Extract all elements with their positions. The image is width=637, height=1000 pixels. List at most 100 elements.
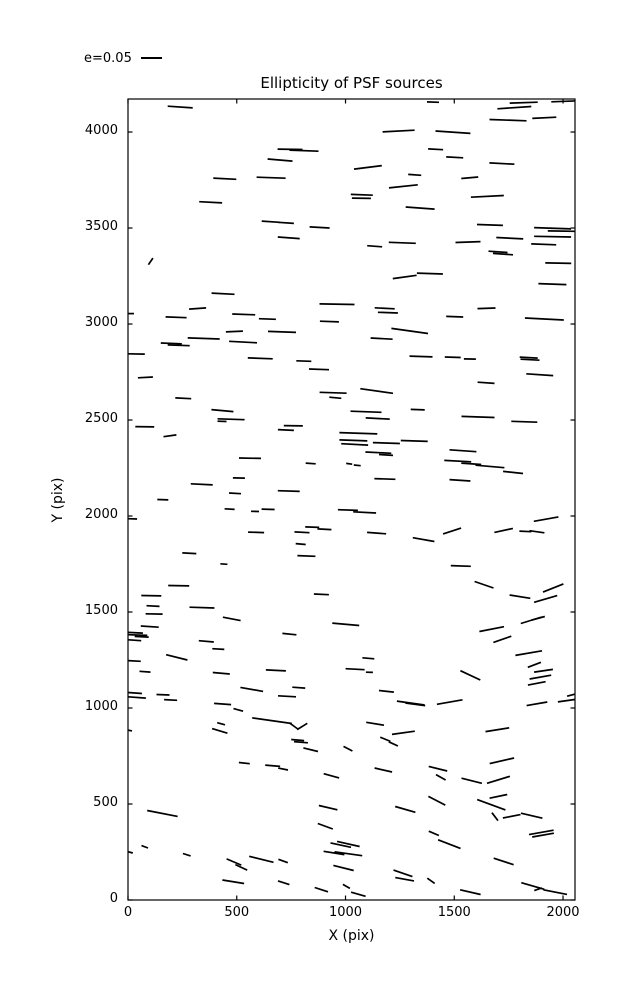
ellipticity-whisker	[137, 376, 153, 379]
ellipticity-whisker	[297, 554, 316, 558]
ellipticity-whisker	[428, 830, 440, 837]
ellipticity-whisker	[247, 357, 273, 360]
ellipticity-whisker	[428, 148, 444, 151]
y-axis-label: Y (pix)	[50, 477, 66, 523]
ellipticity-whisker	[350, 193, 373, 197]
ellipticity-whisker	[362, 656, 375, 660]
ellipticity-whisker	[509, 594, 531, 600]
ellipticity-whisker	[211, 292, 235, 296]
ellipticity-whisker	[198, 639, 214, 643]
ellipticity-whisker	[534, 235, 572, 238]
ellipticity-whisker	[526, 372, 554, 377]
ellipticity-whisker	[160, 342, 182, 345]
ellipticity-whisker	[408, 173, 422, 177]
ellipticity-whisker	[240, 686, 264, 693]
ellipticity-whisker	[296, 722, 308, 731]
ellipticity-whisker	[305, 462, 316, 465]
y-tick-label: 0	[109, 891, 118, 906]
ellipticity-whisker	[265, 764, 281, 768]
ellipticity-whisker	[461, 777, 483, 785]
ellipticity-whisker	[374, 477, 396, 481]
ellipticity-whisker	[167, 105, 193, 109]
ellipticity-whisker	[494, 527, 514, 534]
ellipticity-whisker	[485, 726, 510, 733]
y-tick-label: 3000	[84, 315, 118, 331]
ellipticity-whisker	[305, 526, 320, 529]
ellipticity-whisker	[528, 829, 554, 836]
ellipticity-whisker	[128, 850, 134, 854]
ellipticity-whisker	[214, 702, 232, 706]
ellipticity-whisker	[477, 381, 495, 385]
ellipticity-whisker	[128, 659, 141, 663]
ellipticity-whisker	[367, 531, 387, 535]
ellipticity-whisker	[365, 451, 392, 455]
ellipticity-whisker	[323, 772, 340, 779]
ellipticity-whisker	[391, 730, 415, 736]
ellipticity-whisker	[393, 869, 413, 878]
ellipticity-whisker	[289, 722, 299, 730]
ellipticity-whisker	[175, 397, 192, 400]
ellipticity-whisker	[128, 729, 133, 732]
ellipticity-whisker	[388, 241, 416, 245]
ellipticity-whisker	[489, 162, 515, 166]
y-tick-label: 500	[93, 795, 118, 810]
ellipticity-whisker	[182, 852, 191, 857]
ellipticity-whisker	[470, 194, 504, 199]
y-tick-label: 3500	[84, 219, 118, 235]
ellipticity-whisker	[128, 638, 142, 642]
ellipticity-whisker	[238, 761, 250, 765]
ellipticity-whisker	[450, 564, 471, 568]
ellipticity-whisker	[532, 832, 555, 838]
y-tick-label: 2500	[84, 411, 118, 426]
ellipticity-whisker	[476, 223, 503, 227]
ellipticity-whisker	[365, 417, 390, 420]
ellipticity-whisker	[140, 625, 159, 629]
ellipticity-whisker	[367, 244, 383, 248]
ellipticity-whisker	[329, 396, 342, 400]
ellipticity-whisker	[531, 243, 557, 246]
ellipticity-whisker	[225, 330, 243, 333]
ellipticity-whisker	[529, 674, 552, 680]
x-tick-label: 1500	[437, 905, 471, 920]
ellipticity-whisker	[167, 344, 190, 347]
ellipticity-whisker	[374, 767, 393, 773]
ellipticity-whisker	[164, 698, 178, 702]
legend-whisker-line	[140, 57, 162, 59]
ellipticity-whisker	[341, 442, 369, 446]
ellipticity-whisker	[277, 880, 290, 886]
ellipticity-whisker	[277, 428, 294, 432]
ellipticity-whisker	[428, 765, 448, 772]
ellipticity-whisker	[476, 798, 506, 811]
ellipticity-whisker	[446, 315, 464, 318]
ellipticity-whisker	[360, 387, 394, 395]
ellipticity-whisker	[212, 671, 230, 675]
ellipticity-whisker	[460, 669, 481, 681]
ellipticity-whisker	[190, 482, 213, 486]
ellipticity-whisker	[248, 531, 265, 534]
ellipticity-whisker	[313, 593, 329, 596]
ellipticity-whisker	[282, 632, 297, 636]
ellipticity-whisker	[323, 850, 345, 856]
ellipticity-whisker	[395, 876, 415, 882]
ellipticity-whisker	[491, 812, 499, 822]
ellipticity-whisker	[557, 698, 575, 703]
ellipticity-whisker	[146, 604, 160, 608]
ellipticity-whisker	[379, 736, 391, 743]
ellipticity-whisker	[519, 356, 538, 359]
ellipticity-whisker	[291, 738, 305, 742]
ellipticity-whisker	[538, 282, 567, 286]
ellipticity-whisker	[489, 118, 527, 122]
ellipticity-whisker	[278, 767, 289, 771]
ellipticity-whisker	[289, 149, 319, 153]
ellipticity-whisker	[449, 478, 471, 482]
ellipticity-whisker	[533, 668, 554, 673]
ellipticity-whisker	[532, 116, 557, 120]
ellipticity-whisker	[378, 453, 394, 457]
ellipticity-whisker	[436, 698, 463, 706]
ellipticity-whisker	[128, 631, 143, 634]
ellipticity-whisker	[330, 842, 352, 849]
ellipticity-whisker	[350, 410, 382, 414]
legend-label: e=0.05	[84, 50, 132, 66]
ellipticity-whisker	[232, 313, 256, 316]
ellipticity-whisker	[256, 176, 286, 180]
